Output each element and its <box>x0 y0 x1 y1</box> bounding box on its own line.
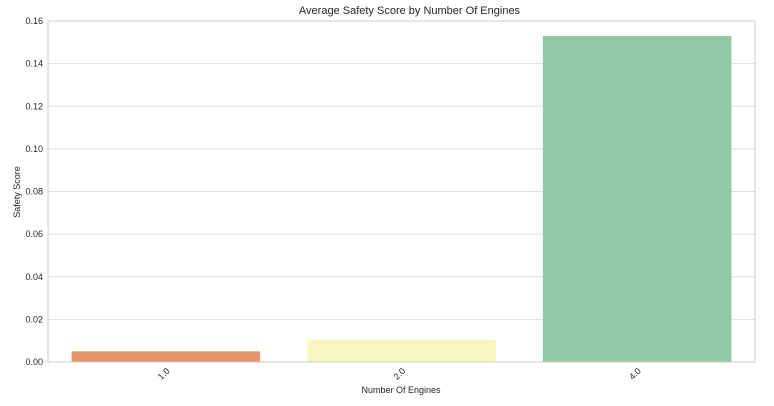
y-tick-label: 0.04 <box>25 272 43 282</box>
y-tick-label: 0.10 <box>25 144 43 154</box>
y-tick-label: 0.16 <box>25 16 43 26</box>
plot-frame <box>47 20 756 363</box>
y-tick-label: 0.00 <box>25 357 43 367</box>
y-tick-label: 0.02 <box>25 314 43 324</box>
y-tick-label: 0.14 <box>25 59 43 69</box>
bar-4-0 <box>542 35 732 362</box>
y-tick-labels: 0.00 0.02 0.04 0.06 0.08 0.10 0.12 0.14 0.16 <box>25 16 43 367</box>
bar-2-0 <box>307 339 496 362</box>
x-tick-labels: 1.0 2.0 4.0 <box>156 366 643 382</box>
y-tick-label: 0.08 <box>25 187 43 197</box>
bars <box>71 35 732 362</box>
y-axis-label: Safety Score <box>12 166 22 218</box>
y-tick-label: 0.12 <box>25 101 43 111</box>
chart-title: Average Safety Score by Number Of Engine… <box>299 5 521 17</box>
x-tick-label: 4.0 <box>627 366 643 382</box>
x-tick-label: 2.0 <box>391 366 407 382</box>
x-tick-label: 1.0 <box>156 366 172 382</box>
y-tick-label: 0.06 <box>25 229 43 239</box>
x-axis-label: Number Of Engines <box>361 385 441 395</box>
bar-1-0 <box>71 351 261 362</box>
